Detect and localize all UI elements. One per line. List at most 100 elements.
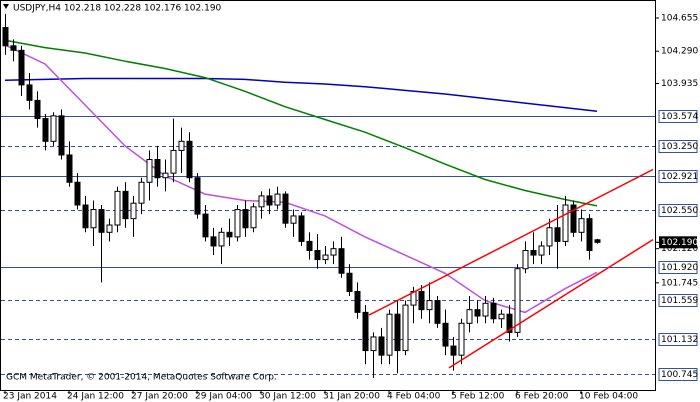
candle-body <box>322 254 329 261</box>
candle-body <box>26 84 33 101</box>
x-tick-label: 27 Jan 20:00 <box>131 392 188 402</box>
candle-body <box>2 27 9 47</box>
y-tick-label: 104.655 <box>661 14 698 24</box>
candle-body <box>114 190 121 226</box>
candle-body <box>50 115 57 142</box>
candle-body <box>306 240 313 252</box>
candle-body <box>282 193 289 224</box>
x-tick-label: 5 Feb 12:00 <box>451 392 505 402</box>
candle-body <box>274 193 281 206</box>
candle-body <box>514 268 521 333</box>
candle-body <box>554 227 561 242</box>
level-label-box <box>658 333 698 346</box>
level-label-box <box>658 140 698 153</box>
candle-body <box>250 206 257 229</box>
x-tick-label: 30 Jan 12:00 <box>259 392 316 402</box>
trendline <box>368 168 654 316</box>
candle-body <box>474 309 481 317</box>
candle-body <box>370 336 377 352</box>
candle-body <box>66 154 73 183</box>
chart-title: USDJPY,H4 102.218 102.228 102.176 102.19… <box>13 4 222 14</box>
level-label: 101.132 <box>661 335 698 345</box>
candle-body <box>354 290 361 313</box>
candle-body <box>138 181 145 204</box>
candle-body <box>570 204 577 233</box>
level-label: 103.574 <box>661 112 698 122</box>
candle-body <box>506 313 513 333</box>
y-tick-label: 103.935 <box>661 79 698 89</box>
candle-body <box>194 177 201 215</box>
candle-body <box>346 272 353 292</box>
candle-body <box>546 227 553 247</box>
symbol-icon <box>3 4 9 9</box>
current-price-label: 102.190 <box>661 238 698 248</box>
level-label-box <box>658 368 698 381</box>
candle-body <box>82 204 89 229</box>
candle-body <box>402 304 409 352</box>
candle-body <box>234 209 241 238</box>
x-tick-label: 24 Jan 12:00 <box>67 392 124 402</box>
candle-body <box>130 202 137 220</box>
y-tick-label: 102.120 <box>661 244 698 254</box>
candle-body <box>522 250 529 270</box>
x-tick-label: 31 Jan 20:00 <box>323 392 380 402</box>
candle-body <box>450 345 457 356</box>
candle-body <box>226 231 233 238</box>
candle-body <box>426 300 433 311</box>
y-tick-label: 104.290 <box>661 47 698 57</box>
candle-body <box>122 190 129 220</box>
candle-body <box>594 239 601 243</box>
current-price-box <box>659 236 697 249</box>
x-tick-label: 29 Jan 04:00 <box>195 392 252 402</box>
candle-body <box>210 236 217 247</box>
candle-body <box>18 49 25 86</box>
candle-body <box>442 322 449 347</box>
candle-body <box>218 231 225 247</box>
level-label: 101.920 <box>661 263 698 273</box>
candle-body <box>490 302 497 320</box>
candle-body <box>178 140 185 151</box>
candle-body <box>434 300 441 324</box>
candle-body <box>42 118 49 142</box>
candle-body <box>186 140 193 179</box>
level-label-box <box>658 170 698 183</box>
candle-body <box>562 204 569 242</box>
candle-body <box>106 224 113 233</box>
candle-body <box>162 172 169 179</box>
candle-body <box>378 336 385 356</box>
candle-body <box>586 218 593 252</box>
x-tick-label: 4 Feb 04:00 <box>387 392 441 402</box>
candle-body <box>170 149 177 174</box>
candle-body <box>362 311 369 352</box>
candle-body <box>330 248 337 256</box>
moving-average <box>4 77 598 113</box>
candle-body <box>482 302 489 317</box>
moving-average <box>4 44 598 314</box>
candle-body <box>338 248 345 274</box>
candle-body <box>154 159 161 179</box>
level-label-box <box>658 110 698 123</box>
candle-body <box>242 209 249 229</box>
candle-body <box>90 209 97 229</box>
copyright: GCM MetaTrader, © 2001-2014, MetaQuotes … <box>6 373 277 383</box>
candle-body <box>290 215 297 224</box>
level-label: 100.745 <box>661 370 698 380</box>
candle-body <box>538 245 545 256</box>
candle-body <box>58 115 65 156</box>
candle-body <box>202 213 209 238</box>
y-tick-label: 101.745 <box>661 278 698 288</box>
trendline <box>448 238 654 369</box>
candle-body <box>394 313 401 352</box>
candle-body <box>458 322 465 356</box>
level-label-box <box>658 261 698 274</box>
candle-body <box>34 99 41 120</box>
candle-body <box>98 209 105 233</box>
candle-body <box>418 290 425 311</box>
level-label: 101.559 <box>661 296 698 306</box>
candle-body <box>146 159 153 183</box>
level-label-box <box>658 204 698 217</box>
candle-body <box>10 45 17 51</box>
candle-body <box>266 195 273 206</box>
candle-body <box>314 250 321 261</box>
